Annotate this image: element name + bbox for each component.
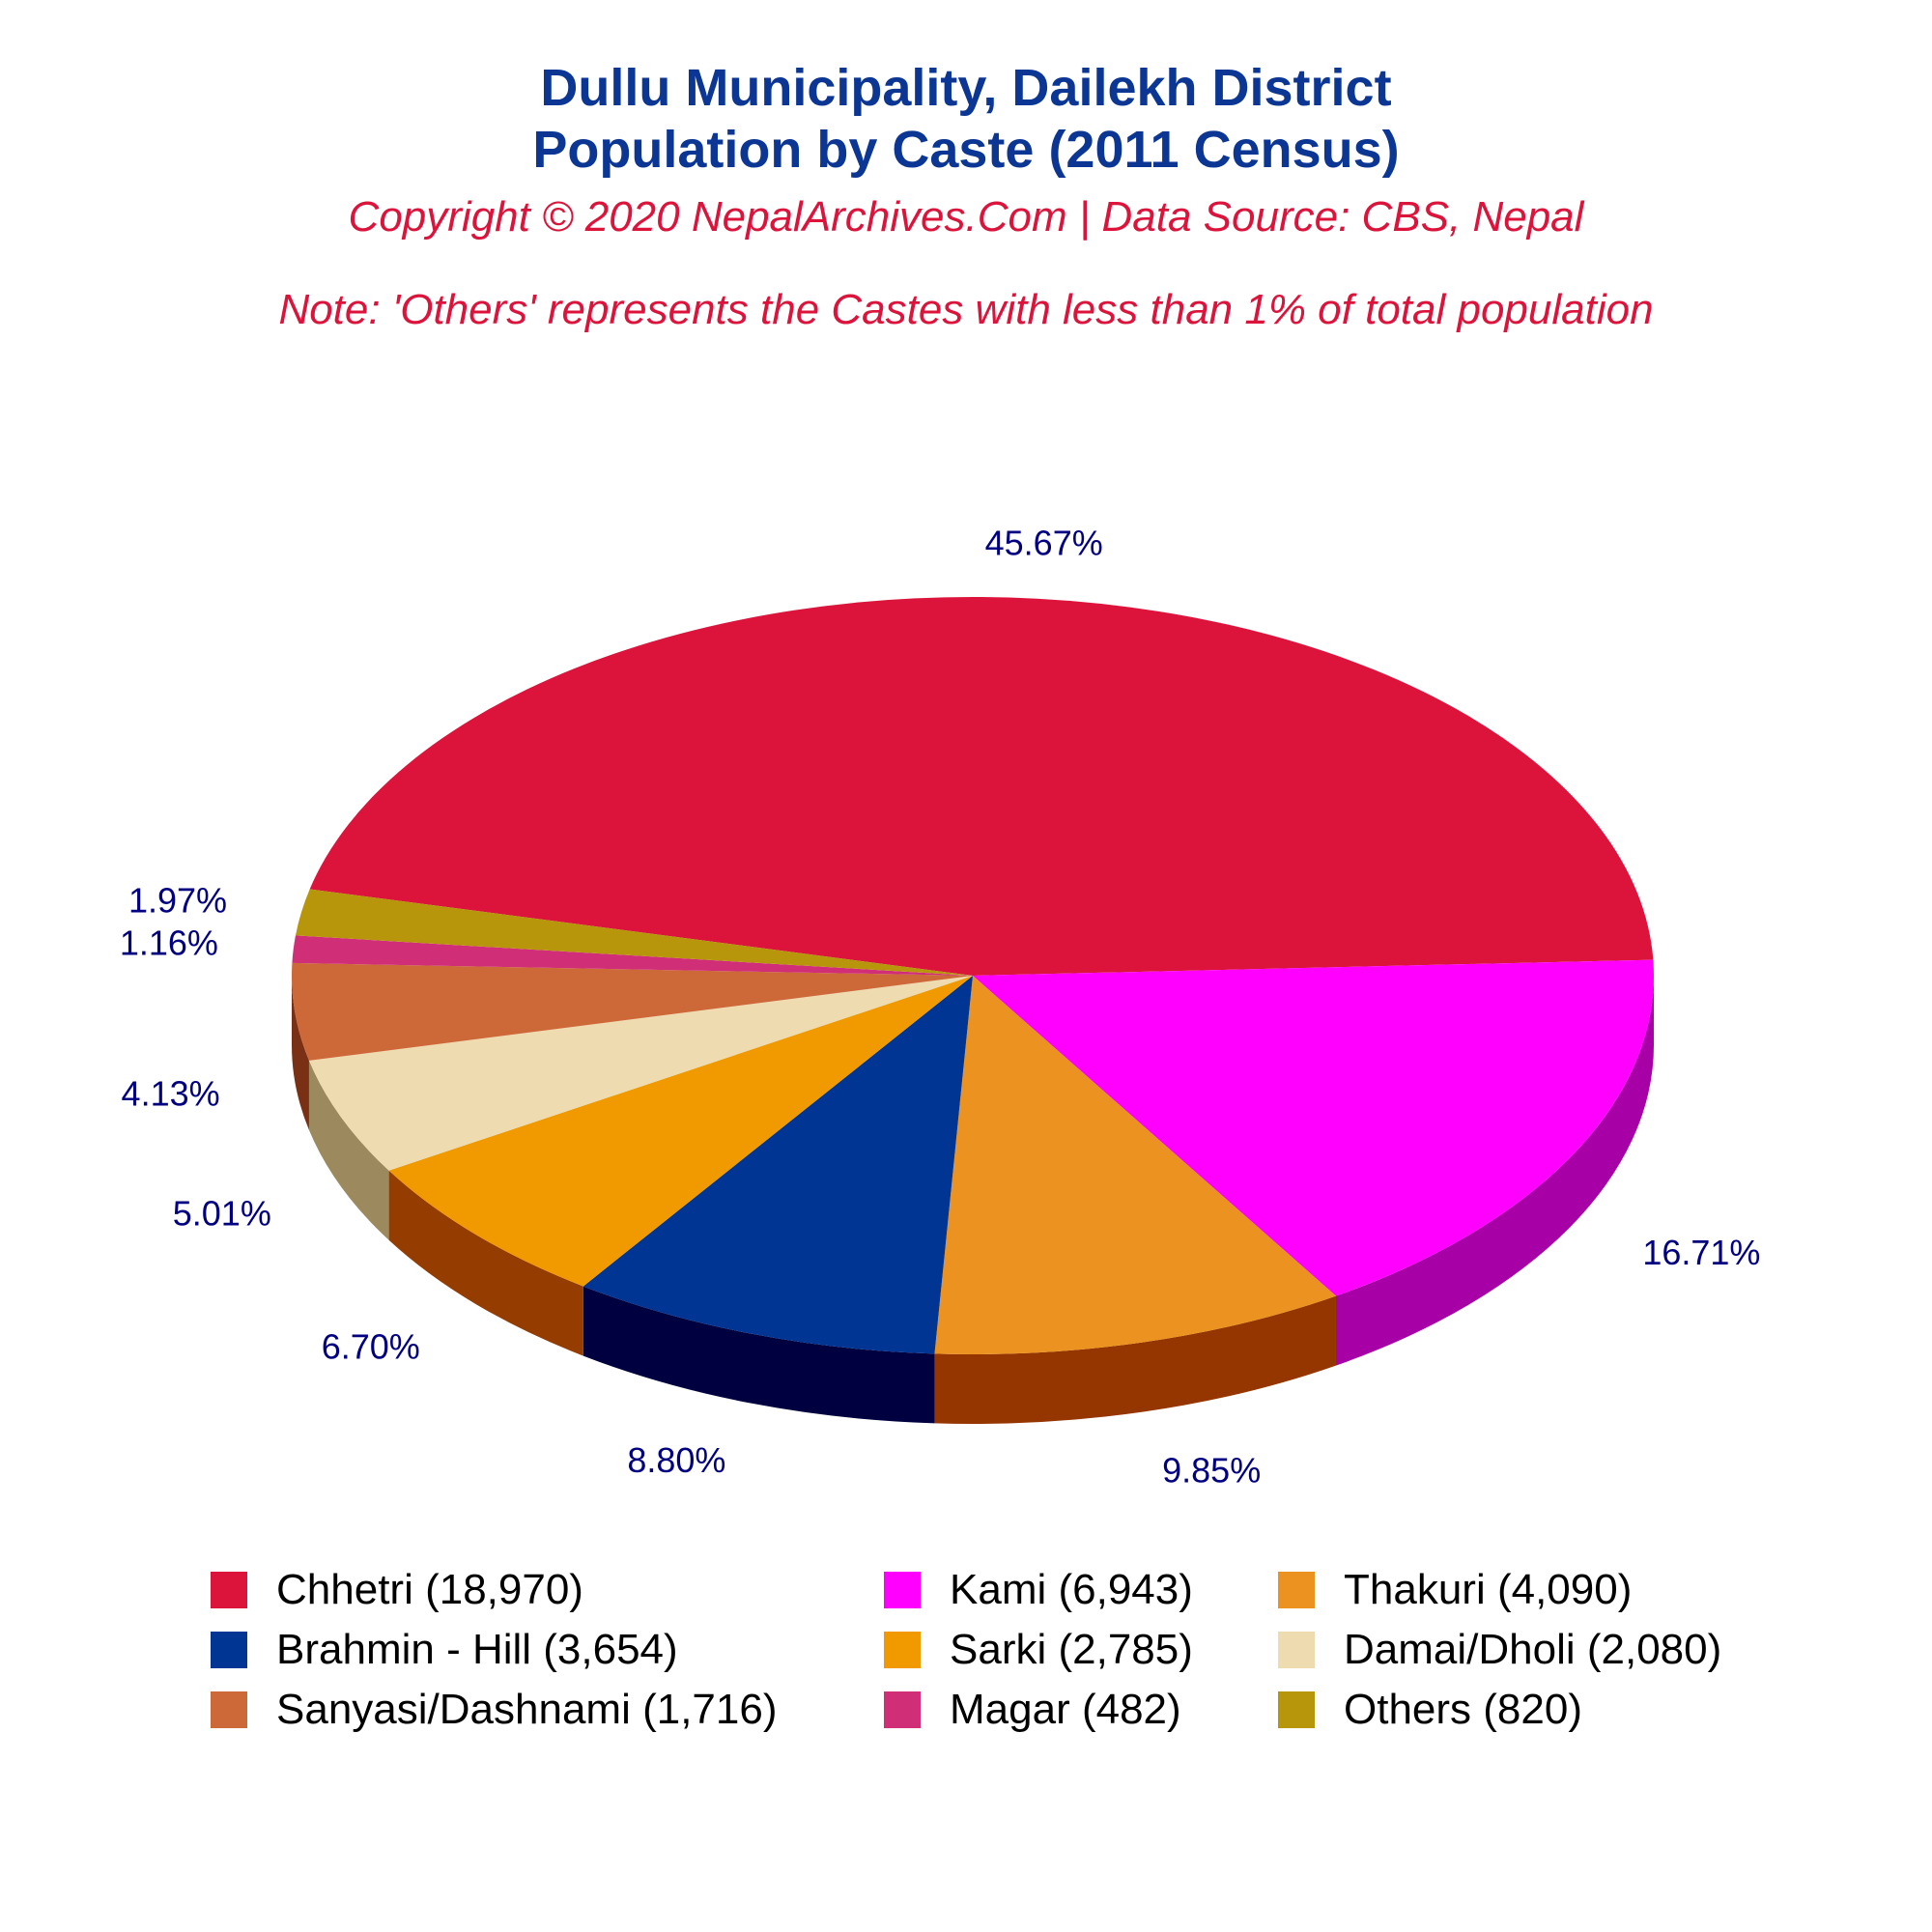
legend-label: Brahmin - Hill (3,654)	[276, 1626, 678, 1673]
legend-swatch	[211, 1632, 247, 1668]
pie-label-sanyasi-dashnami: 4.13%	[122, 1074, 220, 1114]
legend-item-others: Others (820)	[1278, 1683, 1582, 1737]
legend-label: Sarki (2,785)	[950, 1626, 1193, 1673]
pie-slice-thakuri	[934, 976, 1336, 1354]
pie-label-kami: 16.71%	[1642, 1233, 1760, 1272]
legend-item-damai-dholi: Damai/Dholi (2,080)	[1278, 1623, 1721, 1677]
pie-slice-magar	[292, 935, 974, 976]
note-text: Note: 'Others' represents the Castes wit…	[278, 286, 1654, 333]
pie-label-brahmin-hill: 8.80%	[627, 1440, 725, 1480]
legend-swatch	[1278, 1572, 1315, 1608]
pie-slice-brahmin-hill	[582, 976, 973, 1354]
pie-slice-sanyasi-dashnami	[292, 962, 973, 1061]
legend-item-brahmin-hill: Brahmin - Hill (3,654)	[211, 1623, 678, 1677]
chart-title-line-1: Dullu Municipality, Dailekh District	[540, 59, 1392, 117]
legend-swatch	[1278, 1691, 1315, 1728]
pie-slice-chhetri	[309, 597, 1654, 976]
legend-swatch	[884, 1632, 921, 1668]
legend-label: Damai/Dholi (2,080)	[1344, 1626, 1722, 1673]
legend-label: Magar (482)	[950, 1686, 1181, 1733]
pie-label-sarki: 6.70%	[322, 1327, 420, 1367]
legend-item-magar: Magar (482)	[884, 1683, 1181, 1737]
pie-side-brahmin-hill	[582, 1286, 935, 1424]
legend-item-sanyasi-dashnami: Sanyasi/Dashnami (1,716)	[211, 1683, 777, 1737]
legend-item-chhetri: Chhetri (18,970)	[211, 1563, 583, 1617]
chart-title-line-2: Population by Caste (2011 Census)	[532, 121, 1400, 179]
pie-side-kami	[1335, 976, 1654, 1366]
pie-side-damai-dholi	[308, 1060, 389, 1240]
legend-swatch	[1278, 1632, 1315, 1668]
pie-side-sarki	[388, 1170, 583, 1356]
legend-swatch	[884, 1691, 921, 1728]
pie-slice-sarki	[388, 976, 973, 1287]
legend-item-sarki: Sarki (2,785)	[884, 1623, 1193, 1677]
pie-slice-damai-dholi	[308, 976, 974, 1171]
legend-label: Thakuri (4,090)	[1344, 1566, 1633, 1613]
legend-label: Others (820)	[1344, 1686, 1582, 1733]
legend-item-kami: Kami (6,943)	[884, 1563, 1193, 1617]
legend-swatch	[211, 1691, 247, 1728]
copyright-text: Copyright © 2020 NepalArchives.Com | Dat…	[348, 193, 1584, 241]
pie-label-thakuri: 9.85%	[1162, 1450, 1261, 1490]
legend-item-thakuri: Thakuri (4,090)	[1278, 1563, 1632, 1617]
pie-label-chhetri: 45.67%	[985, 523, 1103, 562]
pie-slice-kami	[973, 959, 1654, 1296]
pie-slice-others	[295, 889, 973, 976]
legend-label: Chhetri (18,970)	[276, 1566, 583, 1613]
pie-side-thakuri	[934, 1295, 1336, 1424]
legend-label: Kami (6,943)	[950, 1566, 1193, 1613]
legend-label: Sanyasi/Dashnami (1,716)	[276, 1686, 778, 1733]
pie-label-damai-dholi: 5.01%	[173, 1194, 271, 1234]
pie-label-magar: 1.16%	[120, 923, 218, 962]
pie-side-sanyasi-dashnami	[292, 976, 309, 1130]
legend-swatch	[884, 1572, 921, 1608]
legend-swatch	[211, 1572, 247, 1608]
pie-label-others: 1.97%	[128, 881, 227, 921]
